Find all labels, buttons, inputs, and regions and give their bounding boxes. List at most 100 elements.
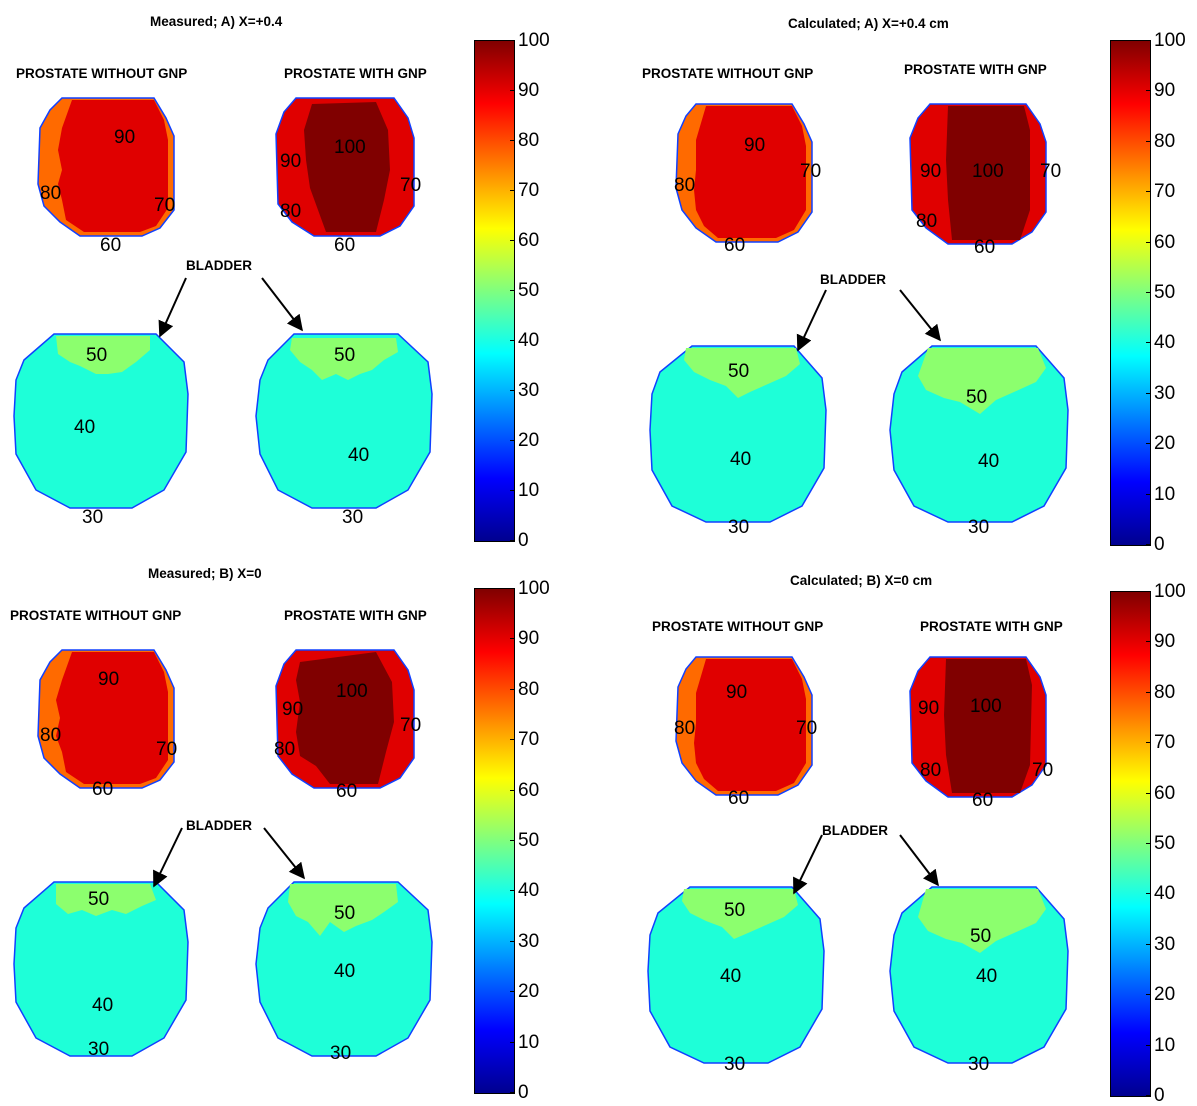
colorbar-tick-mark [510, 290, 514, 291]
isodose-label: 40 [348, 445, 370, 466]
bladder-arrow-right [261, 277, 303, 332]
isodose-label: 90 [282, 699, 304, 720]
panel-title: Measured; A) X=+0.4 [150, 14, 283, 29]
panel-calculated-b-shapes [647, 656, 1069, 1064]
colorbar-tick-label: 100 [518, 578, 550, 599]
prostate-with-gnp-dose-map [909, 103, 1047, 245]
isodose-label: 80 [674, 175, 696, 196]
colorbar-tick-mark [510, 638, 514, 640]
colorbar-tick-label: 0 [518, 1082, 529, 1103]
colorbar-tick-mark [510, 739, 514, 741]
isodose-label: 50 [970, 926, 992, 947]
isodose-label: 30 [330, 1043, 352, 1064]
isodose-label: 90 [744, 135, 766, 156]
colorbar-tick-label: 40 [518, 880, 540, 902]
colorbar-tick-label: 30 [518, 930, 540, 952]
colorbar-tick-label: 60 [1154, 231, 1176, 253]
prostate-without-gnp-dose-map [675, 103, 813, 243]
prostate-without-gnp-label: PROSTATE WITHOUT GNP [652, 619, 824, 634]
colorbar-tick-label: 60 [1154, 782, 1176, 804]
isodose-label: 90 [280, 151, 302, 172]
isodose-label: 100 [334, 137, 366, 158]
colorbar-tick-label: 100 [518, 30, 550, 51]
isodose-label: 30 [88, 1039, 110, 1060]
colorbar-tick-mark [1146, 843, 1150, 844]
isodose-label: 80 [674, 718, 696, 739]
isodose-label: 70 [156, 739, 178, 760]
isodose-label: 40 [92, 995, 114, 1016]
isodose-label: 70 [154, 195, 176, 216]
isodose-label: 40 [334, 961, 356, 982]
bladder-arrow-left [153, 827, 183, 888]
prostate-without-gnp-dose-map [37, 97, 175, 237]
isodose-label: 60 [334, 235, 356, 256]
colorbar-tick-label: 10 [518, 1031, 540, 1053]
colorbar-tick-mark [510, 90, 514, 91]
colorbar-tick-mark [1146, 943, 1150, 945]
panel-calculated-a: Calculated; A) X=+0.4 cm PROSTATE WITHOU… [600, 0, 1197, 555]
dose-colorbar [474, 40, 515, 542]
bladder-right-dose-map [889, 886, 1069, 1064]
isodose-label: 80 [40, 725, 62, 746]
colorbar-tick-label: 0 [1154, 534, 1165, 555]
colorbar-tick-label: 70 [1154, 732, 1176, 754]
bladder-left-dose-map [649, 345, 827, 523]
colorbar-tick-mark [1146, 493, 1150, 495]
colorbar-tick-mark [510, 440, 514, 441]
colorbar-tick-mark [510, 588, 514, 589]
colorbar-tick-mark [510, 688, 514, 690]
colorbar-tick-mark [1146, 191, 1150, 193]
isodose-label: 80 [40, 183, 62, 204]
isodose-label: 50 [966, 387, 988, 408]
dose-colorbar [1110, 591, 1151, 1097]
prostate-with-gnp-label: PROSTATE WITH GNP [904, 62, 1047, 77]
isodose-label: 30 [724, 1054, 746, 1075]
isodose-label: 70 [1032, 760, 1054, 781]
colorbar-tick-mark [510, 890, 514, 892]
bladder-right-dose-map [889, 345, 1069, 523]
colorbar-tick-label: 60 [518, 230, 540, 251]
isodose-label: 70 [796, 718, 818, 739]
isodose-label: 80 [920, 760, 942, 781]
bladder-right-dose-map [255, 333, 433, 509]
colorbar-tick-label: 50 [1154, 282, 1176, 303]
colorbar-tick-label: 80 [518, 130, 540, 151]
bladder-label: BLADDER [186, 818, 252, 833]
colorbar-tick-mark [1146, 591, 1150, 592]
colorbar-tick-label: 90 [518, 628, 540, 650]
colorbar-tick-label: 30 [1154, 933, 1176, 955]
prostate-without-gnp-label: PROSTATE WITHOUT GNP [16, 66, 188, 81]
colorbar-tick-mark [510, 940, 514, 942]
colorbar-tick-mark [1146, 40, 1150, 41]
colorbar-tick-label: 0 [1154, 1085, 1165, 1106]
bladder-left-dose-map [13, 881, 189, 1057]
colorbar-tick-mark [1146, 292, 1150, 293]
colorbar-tick-mark [510, 789, 514, 791]
colorbar-tick-mark [510, 190, 514, 191]
isodose-label: 40 [730, 449, 752, 470]
colorbar-tick-mark [1146, 90, 1150, 92]
isodose-label: 50 [86, 345, 108, 366]
colorbar-tick-mark [1146, 1095, 1150, 1096]
colorbar-tick-mark [1146, 392, 1150, 394]
colorbar-tick-label: 70 [518, 180, 540, 201]
isodose-label: 50 [724, 900, 746, 921]
colorbar-tick-mark [510, 340, 514, 341]
isodose-label: 90 [114, 127, 136, 148]
prostate-without-gnp-dose-map [675, 656, 813, 796]
isodose-label: 100 [970, 696, 1002, 717]
isodose-label: 60 [336, 781, 358, 802]
prostate-with-gnp-dose-map [275, 649, 415, 789]
colorbar-tick-label: 40 [1154, 332, 1176, 354]
colorbar-tick-label: 100 [1154, 581, 1186, 602]
bladder-label: BLADDER [186, 258, 252, 273]
panel-measured-b: Measured; B) X=0 PROSTATE WITHOUT GNP PR… [0, 552, 600, 1103]
bladder-right-dose-map [255, 881, 433, 1057]
colorbar-tick-label: 50 [518, 830, 540, 851]
panel-measured-b-shapes [13, 649, 433, 1057]
isodose-label: 80 [280, 201, 302, 222]
colorbar-tick-label: 20 [1154, 433, 1176, 455]
colorbar-tick-mark [510, 490, 514, 491]
bladder-arrow-left [793, 834, 823, 895]
isodose-label: 100 [336, 681, 368, 702]
